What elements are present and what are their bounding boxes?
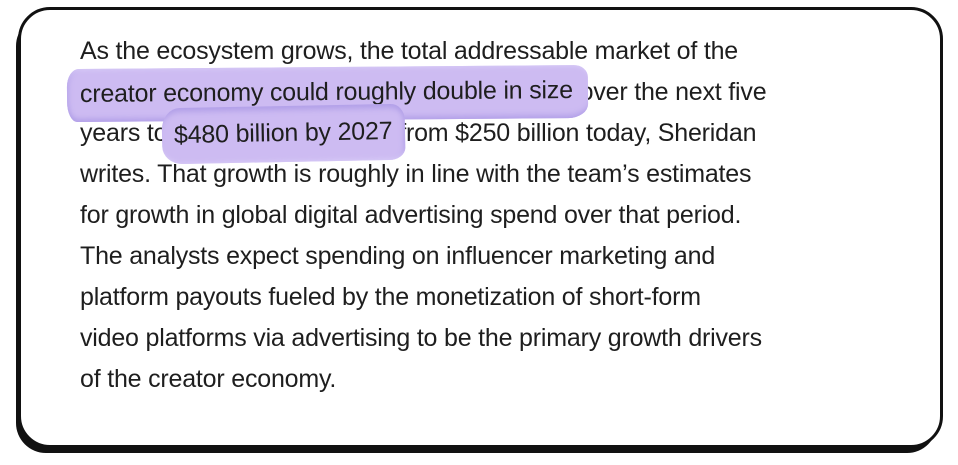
paragraph-line-4: writes. That growth is roughly in line w…: [80, 154, 904, 195]
paragraph-text-segment: video platforms via advertising to be th…: [80, 324, 762, 352]
article-card: As the ecosystem grows, the total addres…: [18, 7, 943, 448]
highlight-480-billion-2027: $480 billion by 2027: [161, 103, 406, 165]
paragraph-text-segment: The analysts expect spending on influenc…: [80, 242, 716, 270]
article-paragraph: As the ecosystem grows, the total addres…: [66, 31, 904, 400]
paragraph-text-segment: platform payouts fueled by the monetizat…: [80, 283, 701, 311]
paragraph-line-2: creator economy could roughly double in …: [66, 64, 904, 123]
paragraph-text-segment: As the ecosystem grows, the total addres…: [80, 37, 738, 65]
paragraph-text-segment: of the creator economy.: [80, 365, 337, 393]
paragraph-text-segment: writes. That growth is roughly in line w…: [80, 160, 752, 188]
paragraph-line-6: The analysts expect spending on influenc…: [80, 236, 904, 277]
paragraph-line-8: video platforms via advertising to be th…: [80, 318, 904, 359]
paragraph-text-segment: years to: [80, 119, 175, 147]
paragraph-line-9: of the creator economy.: [80, 359, 904, 400]
paragraph-text-segment: for growth in global digital advertising…: [80, 201, 742, 229]
paragraph-line-3: years to $480 billion by 2027 from $250 …: [80, 103, 904, 165]
paragraph-line-7: platform payouts fueled by the monetizat…: [80, 277, 904, 318]
paragraph-line-1: As the ecosystem grows, the total addres…: [80, 31, 904, 72]
paragraph-text-segment: over the next five: [572, 78, 767, 106]
paragraph-line-5: for growth in global digital advertising…: [80, 195, 904, 236]
paragraph-text-segment: from $250 billion today, Sheridan: [392, 119, 757, 147]
